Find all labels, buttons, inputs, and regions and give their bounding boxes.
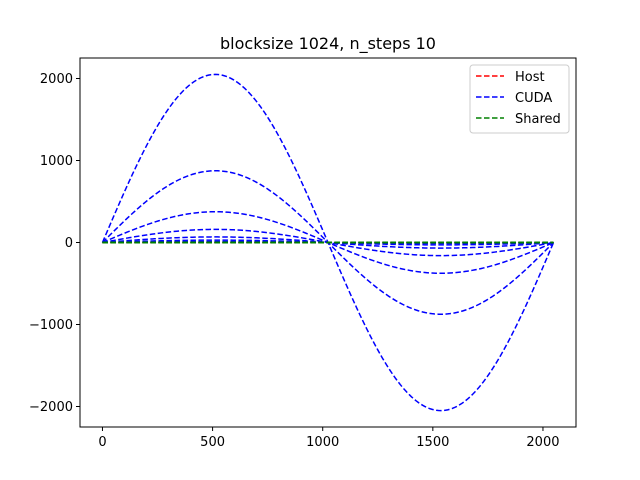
legend: Host CUDA Shared [469,64,570,134]
legend-label-cuda: CUDA [515,91,552,106]
x-tick-label: 1000 [306,435,339,450]
y-tick-label: 1000 [40,154,73,169]
y-tick-label: −2000 [29,400,73,415]
legend-box [469,64,570,134]
chart-title: blocksize 1024, n_steps 10 [220,34,436,54]
x-tick-label: 2000 [526,435,559,450]
x-tick-label: 1500 [416,435,449,450]
ticks-layer: 0 500 1000 1500 2000 −2000 −1000 0 1000 2000 [29,72,559,450]
y-tick-label: −1000 [29,318,73,333]
legend-label-host: Host [515,70,545,85]
legend-label-shared: Shared [515,112,561,127]
x-tick-label: 500 [200,435,225,450]
series-layer [101,73,555,412]
x-tick-label: 0 [98,435,106,450]
y-tick-label: 2000 [40,72,73,87]
y-tick-label: 0 [65,236,73,251]
